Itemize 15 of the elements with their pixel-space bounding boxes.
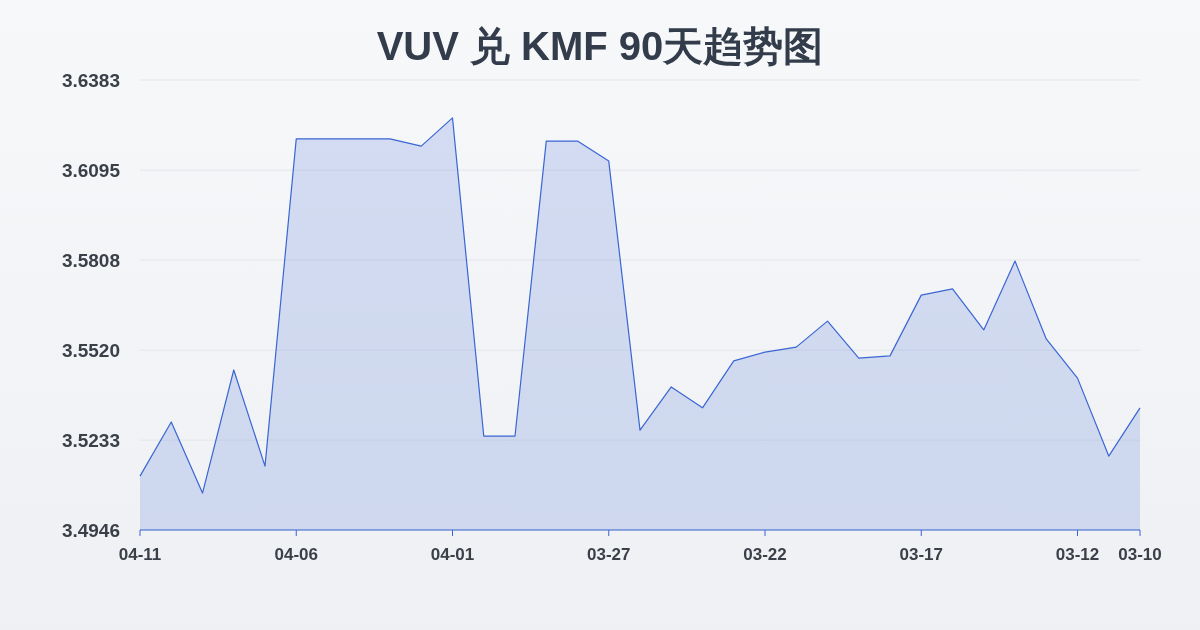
y-tick-label: 3.4946 xyxy=(61,520,120,541)
chart-title: VUV 兑 KMF 90天趋势图 xyxy=(376,24,824,68)
y-tick-label: 3.5808 xyxy=(61,250,120,272)
x-tick-label: 03-17 xyxy=(899,545,943,564)
y-tick-label: 3.6095 xyxy=(61,160,121,182)
x-tick-label: 03-22 xyxy=(743,545,787,564)
x-tick-label: 04-06 xyxy=(274,545,318,564)
x-tick-label: 03-10 xyxy=(1118,545,1162,564)
x-tick-label: 04-01 xyxy=(430,545,475,564)
x-tick-label: 03-27 xyxy=(587,545,631,564)
x-tick-label: 04-11 xyxy=(118,545,162,564)
y-tick-label: 3.5520 xyxy=(61,340,120,362)
y-tick-label: 3.6383 xyxy=(61,70,120,91)
y-tick-label: 3.5233 xyxy=(61,430,120,452)
x-tick-label: 03-12 xyxy=(1055,545,1100,564)
